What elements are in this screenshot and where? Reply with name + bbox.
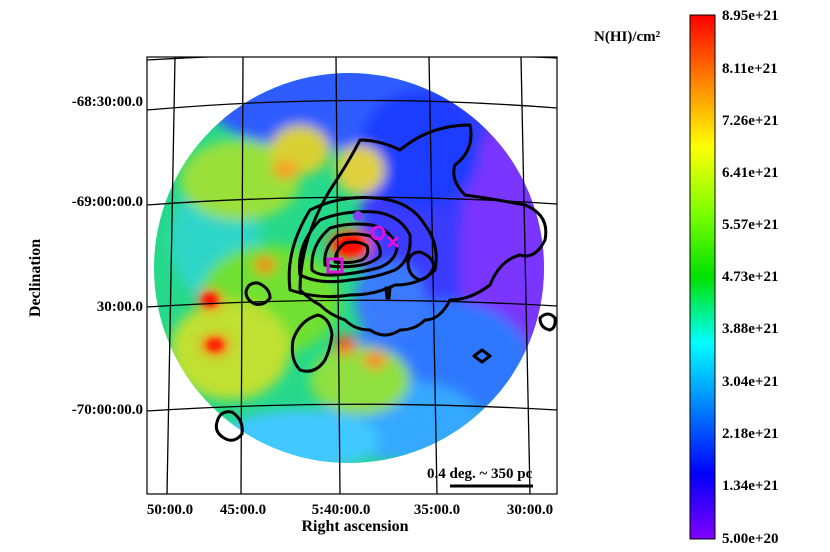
dec-tick-label: -68:30:00.0 [72,94,143,110]
x-axis-label: Right ascension [301,518,408,535]
colorbar-tick-label: 1.34e+21 [722,478,778,494]
ra-tick-label: 5:40:00.0 [312,502,371,518]
colorbar-title: N(HI)/cm² [594,29,661,45]
marker-circle [370,225,386,241]
plot-frame [146,56,558,495]
colorbar-tick-label: 3.88e+21 [722,321,778,337]
marker-dot [353,211,363,221]
scale-bar: 0.4 deg. ~ 350 pc [427,466,533,488]
colorbar-tick-label: 8.95e+21 [722,8,778,24]
marker-square [326,257,344,274]
colorbar-tick-label: 4.73e+21 [722,269,778,285]
marker-cross [386,235,400,249]
source-markers [326,211,400,274]
colorbar-tick-label: 8.11e+21 [722,61,778,77]
colorbar-tick-label: 5.57e+21 [722,217,778,233]
colorbar: N(HI)/cm² 8.95e+21 8.11e+21 7.26e+21 6.4… [594,8,778,547]
dec-tick-label: -69:00:00.0 [72,194,143,210]
ra-tick-label: 35:00.0 [414,502,460,518]
ra-tick-label: 30:00.0 [507,502,553,518]
ra-tick-label: 45:00.0 [220,502,266,518]
colorbar-gradient [689,14,716,540]
colorbar-tick-labels: 8.95e+21 8.11e+21 7.26e+21 6.41e+21 5.57… [722,8,778,547]
colorbar-tick-label: 3.04e+21 [722,374,778,390]
ra-tick-label: 50:00.0 [147,502,193,518]
contour-lines [214,123,557,442]
dec-tick-label: -70:00:00.0 [72,402,143,418]
dec-tick-labels: -68:30:00.0 -69:00:00.0 30:00.0 -70:00:0… [72,94,143,418]
y-axis-label: Declination [27,239,44,317]
colorbar-tick-label: 6.41e+21 [722,165,778,181]
dec-tick-label: 30:00.0 [97,299,143,315]
colorbar-tick-label: 2.18e+21 [722,426,778,442]
scale-bar-label: 0.4 deg. ~ 350 pc [427,466,533,482]
colorbar-tick-label: 5.00e+20 [722,531,778,547]
ra-tick-labels: 50:00.0 45:00.0 5:40:00.0 35:00.0 30:00.… [147,502,553,518]
colorbar-tick-label: 7.26e+21 [722,113,778,129]
